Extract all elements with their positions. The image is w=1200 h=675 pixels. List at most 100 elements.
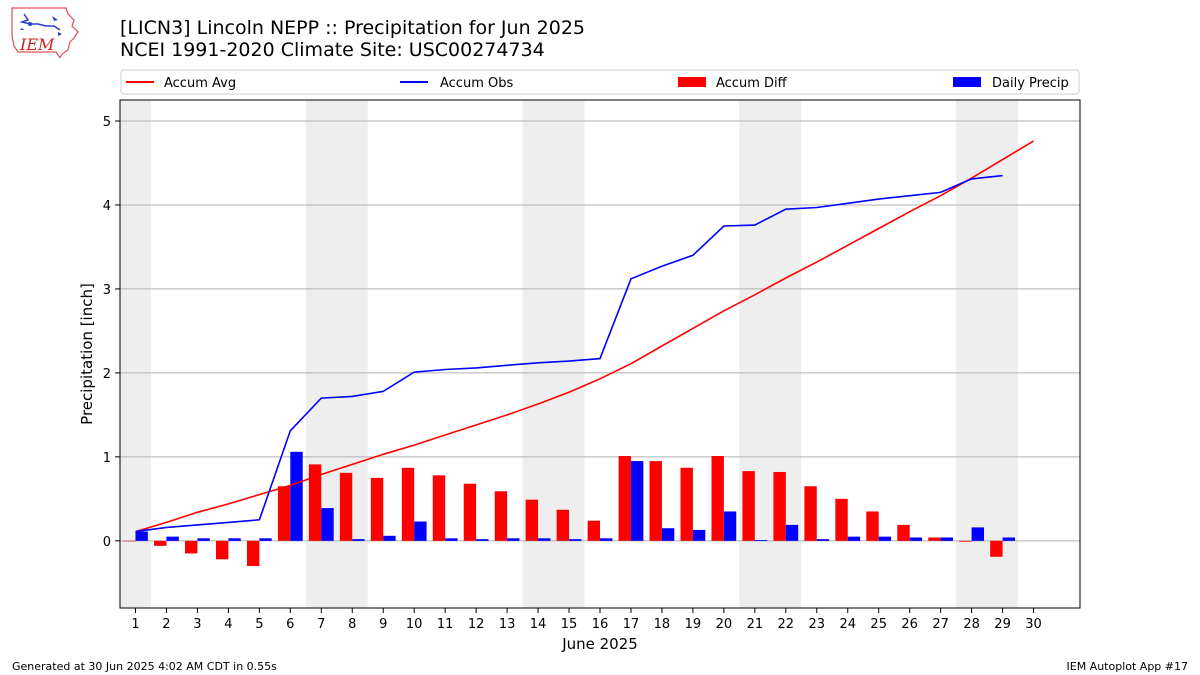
- accum-diff-bars: [123, 456, 1003, 567]
- x-tick-label: 11: [437, 617, 454, 632]
- legend-label: Accum Avg: [164, 76, 236, 91]
- daily-precip-bar: [228, 538, 241, 541]
- app-credit: IEM Autoplot App #17: [1066, 660, 1189, 673]
- x-tick-label: 2: [162, 617, 170, 632]
- x-tick-label: 22: [778, 617, 795, 632]
- x-axis-label: June 2025: [561, 635, 638, 653]
- daily-precip-bars: [135, 451, 1015, 541]
- accum-diff-bar: [370, 477, 384, 541]
- accum-diff-bar: [618, 456, 631, 541]
- x-tick-label: 20: [716, 617, 733, 632]
- accum-diff-bar: [866, 511, 879, 541]
- accum-obs-line: [135, 174, 1003, 533]
- accum-diff-bar: [804, 486, 817, 541]
- accum-diff-bar: [649, 461, 662, 541]
- daily-precip-bar: [197, 538, 210, 541]
- accum-diff-bar: [123, 540, 136, 542]
- daily-precip-bar: [507, 538, 520, 541]
- x-tick-label: 13: [499, 617, 516, 632]
- title-line-1: [LICN3] Lincoln NEPP :: Precipitation fo…: [120, 17, 586, 39]
- daily-precip-bar: [940, 537, 954, 541]
- x-tick-label: 8: [348, 617, 356, 632]
- daily-precip-bar: [445, 538, 458, 541]
- daily-precip-bar: [166, 536, 179, 541]
- daily-precip-bar: [290, 451, 303, 541]
- x-tick-label: 9: [379, 617, 387, 632]
- daily-precip-bar: [661, 528, 675, 541]
- accum-diff-bar: [339, 472, 353, 541]
- accum-diff-bar: [959, 540, 972, 542]
- legend-label: Accum Obs: [440, 76, 513, 91]
- weekend-shading: [120, 100, 1019, 608]
- accum-diff-bar: [154, 540, 167, 546]
- y-axis-label: Precipitation [inch]: [78, 283, 96, 425]
- daily-precip-bar: [909, 537, 923, 541]
- x-tick-label: 23: [809, 617, 826, 632]
- x-tick-label: 12: [468, 617, 485, 632]
- accum-diff-bar: [742, 471, 755, 541]
- y-tick-label: 1: [103, 451, 111, 466]
- legend: Accum Avg Accum Obs Accum Diff Daily Precip: [120, 69, 1080, 95]
- x-tick-label: 16: [592, 617, 609, 632]
- x-tick-label: 7: [317, 617, 325, 632]
- accum-diff-bar: [185, 540, 198, 554]
- accum-diff-bar: [928, 537, 941, 541]
- x-tick-label: 1: [131, 617, 139, 632]
- accum-diff-bar: [556, 509, 570, 541]
- x-tick-label: 15: [561, 617, 578, 632]
- daily-precip-bar: [630, 461, 644, 541]
- daily-precip-bar: [569, 539, 582, 541]
- chart-title: [LICN3] Lincoln NEPP :: Precipitation fo…: [120, 17, 585, 61]
- legend-box: [120, 69, 1080, 95]
- daily-precip-bar: [847, 536, 861, 541]
- x-tick-label: 17: [623, 617, 640, 632]
- legend-swatch: [953, 77, 981, 87]
- accum-diff-bar: [711, 456, 724, 541]
- daily-precip-bar: [692, 529, 706, 541]
- daily-precip-bar: [383, 535, 396, 541]
- x-tick-label: 29: [994, 617, 1011, 632]
- accum-diff-bar: [835, 498, 848, 541]
- accum-diff-bar: [463, 483, 477, 541]
- x-tick-label: 24: [839, 617, 856, 632]
- x-axis: 1 2 3 4 5 6 7 8 9 10 11 12 13 14 15 16 17 18 19 20 21 22 23 24 2…: [131, 608, 1042, 632]
- y-tick-label: 4: [103, 199, 111, 214]
- x-tick-label: 18: [654, 617, 671, 632]
- x-tick-label: 14: [530, 617, 547, 632]
- daily-precip-bar: [1002, 537, 1015, 541]
- x-tick-label: 27: [932, 617, 949, 632]
- daily-precip-bar: [971, 527, 984, 541]
- daily-precip-bar: [785, 524, 799, 541]
- daily-precip-bar: [723, 511, 737, 541]
- accum-diff-bar: [401, 467, 415, 541]
- accum-diff-bar: [680, 467, 693, 541]
- daily-precip-bar: [816, 539, 830, 541]
- daily-precip-bar: [600, 538, 613, 541]
- accum-diff-bar: [525, 499, 539, 541]
- x-tick-label: 26: [901, 617, 918, 632]
- x-tick-label: 3: [193, 617, 201, 632]
- y-tick-label: 5: [103, 115, 111, 130]
- daily-precip-bar: [476, 539, 489, 541]
- accum-diff-bar: [773, 471, 786, 541]
- daily-precip-bar: [352, 539, 365, 541]
- y-axis: 0 1 2 3 4 5: [103, 115, 120, 550]
- accum-diff-bar: [494, 491, 508, 541]
- accum-diff-bar: [277, 486, 291, 541]
- daily-precip-bar: [259, 538, 272, 541]
- logo-text: IEM: [19, 35, 55, 54]
- x-tick-label: 4: [224, 617, 232, 632]
- daily-precip-bar: [538, 538, 551, 541]
- x-tick-label: 25: [870, 617, 887, 632]
- daily-precip-bar: [754, 539, 768, 541]
- grid-lines: [120, 120, 1080, 542]
- weekend-band: [956, 100, 1019, 608]
- x-tick-label: 21: [747, 617, 764, 632]
- legend-label: Accum Diff: [716, 76, 788, 91]
- generated-timestamp: Generated at 30 Jun 2025 4:02 AM CDT in …: [12, 660, 277, 673]
- weekend-band: [120, 100, 151, 608]
- title-line-2: NCEI 1991-2020 Climate Site: USC00274734: [120, 39, 545, 61]
- y-tick-label: 2: [103, 367, 111, 382]
- daily-precip-bar: [878, 536, 892, 541]
